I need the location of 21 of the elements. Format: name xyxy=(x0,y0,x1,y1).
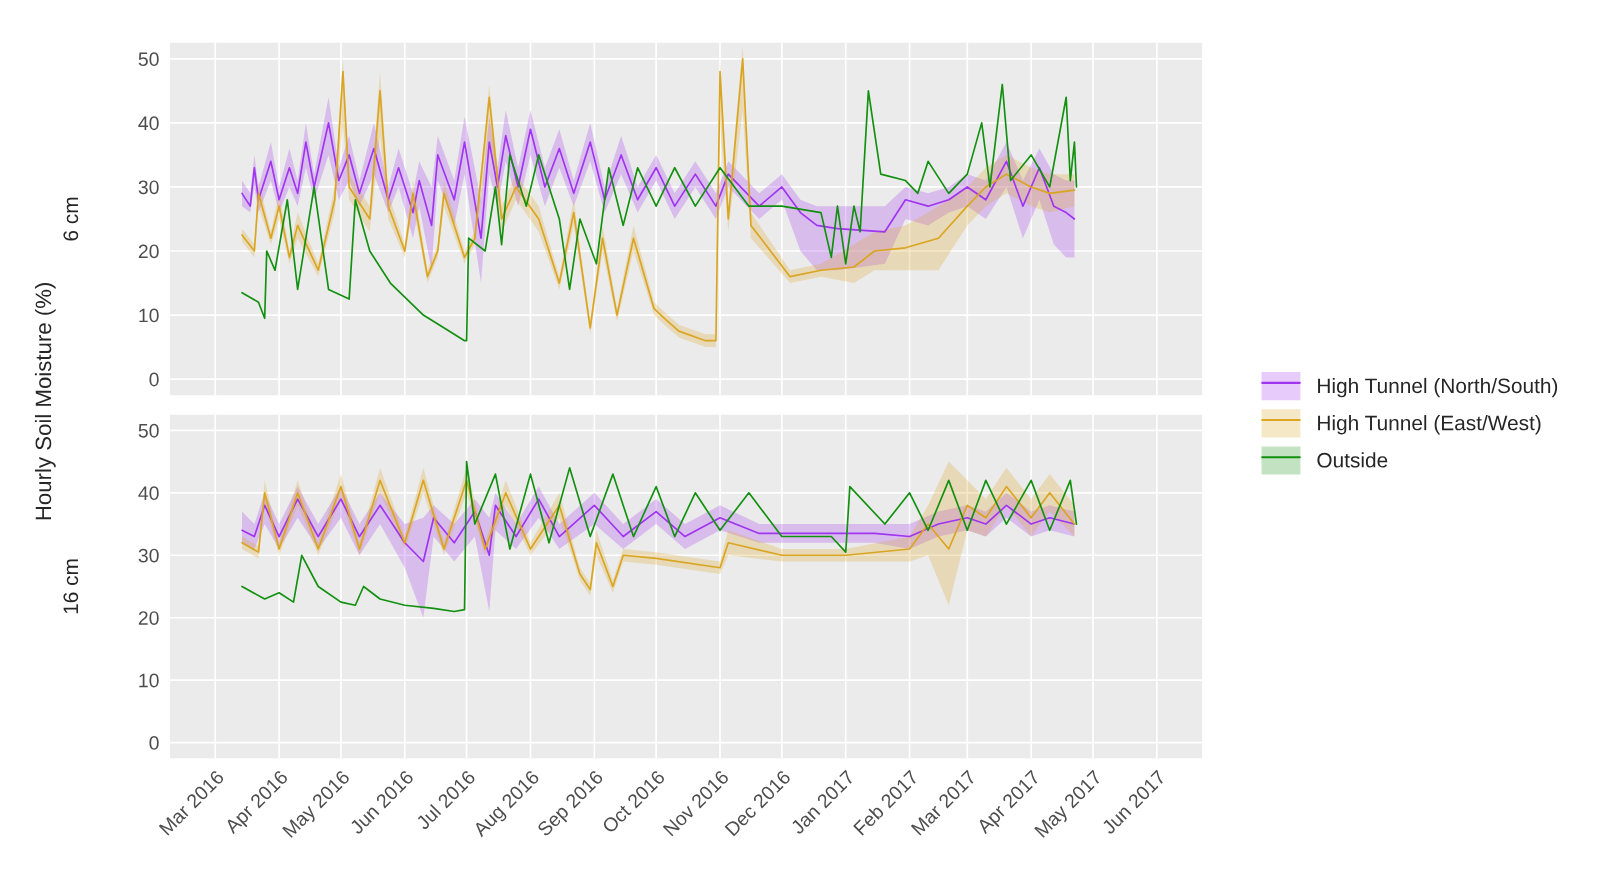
y-axis-title: 6 cm xyxy=(63,197,79,241)
line-series xyxy=(241,122,1076,240)
y-tick-label: 20 xyxy=(138,244,159,259)
y-tick-label: 20 xyxy=(138,611,159,625)
y-tick-label: 10 xyxy=(139,673,159,688)
line-series xyxy=(241,479,1076,591)
y-tick-label: 40 xyxy=(138,116,159,131)
y-tick-label: 0 xyxy=(149,736,159,750)
legend-label: High Tunnel (East/West) xyxy=(1318,415,1541,435)
y-tick-label: 10 xyxy=(139,308,159,323)
legend-label: High Tunnel (North/South) xyxy=(1318,377,1558,398)
y-tick-label: 40 xyxy=(138,486,159,501)
legend-label: Outside xyxy=(1317,452,1388,468)
y-tick-label: 30 xyxy=(138,180,159,195)
text: Hourly Soil Moisture (%) xyxy=(34,282,56,520)
y-tick-label: 50 xyxy=(138,52,159,67)
y-tick-label: 0 xyxy=(149,372,159,387)
y-tick-label: 50 xyxy=(138,423,159,438)
y-axis-title: 16 cm xyxy=(63,559,79,614)
y-tick-label: 30 xyxy=(138,548,159,563)
line-series xyxy=(241,498,1076,563)
